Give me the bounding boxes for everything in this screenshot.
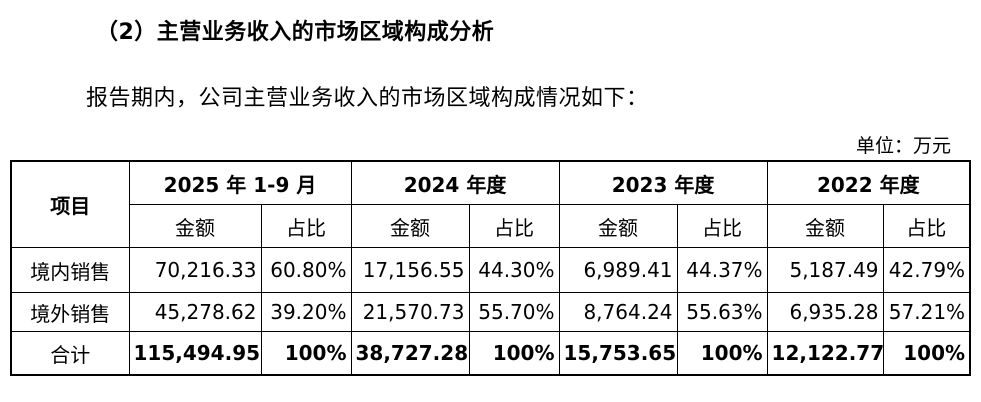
amount-header: 金额	[558, 204, 678, 248]
period-header: 2025 年 1-9 月	[128, 160, 352, 205]
row-label: 境外销售	[10, 292, 130, 332]
intro-paragraph: 报告期内，公司主营业务收入的市场区域构成情况如下：	[86, 86, 649, 111]
table-row: 境内销售 70,216.33 60.80% 17,156.55 44.30% 6…	[10, 247, 972, 293]
header-row-subcolumns: 金额 占比 金额 占比 金额 占比 金额 占比	[11, 204, 972, 248]
amount-cell: 17,156.55	[350, 247, 470, 293]
market-region-table: 项目 2025 年 1-9 月 2024 年度 2023 年度 2022 年度 …	[10, 160, 972, 376]
ratio-cell: 100%	[260, 331, 352, 376]
ratio-cell: 55.63%	[676, 292, 768, 332]
ratio-cell: 39.20%	[260, 292, 352, 332]
amount-cell: 6,989.41	[558, 247, 678, 293]
unit-label: 单位：万元	[855, 135, 951, 157]
ratio-cell: 57.21%	[882, 292, 972, 332]
total-row: 合计 115,494.95 100% 38,727.28 100% 15,753…	[10, 331, 972, 376]
amount-header: 金额	[766, 204, 884, 248]
period-header: 2022 年度	[766, 160, 972, 205]
amount-cell: 6,935.28	[766, 292, 884, 332]
item-header: 项目	[10, 160, 130, 248]
row-label: 境内销售	[10, 247, 130, 293]
amount-cell: 21,570.73	[350, 292, 470, 332]
amount-cell: 12,122.77	[766, 331, 884, 376]
row-label: 合计	[10, 331, 130, 376]
ratio-header: 占比	[882, 204, 972, 248]
ratio-cell: 100%	[468, 331, 560, 376]
ratio-header: 占比	[676, 204, 768, 248]
amount-cell: 38,727.28	[350, 331, 470, 376]
table-row: 境外销售 45,278.62 39.20% 21,570.73 55.70% 8…	[10, 292, 972, 332]
amount-cell: 70,216.33	[128, 247, 262, 293]
ratio-header: 占比	[468, 204, 560, 248]
amount-cell: 45,278.62	[128, 292, 262, 332]
amount-cell: 115,494.95	[128, 331, 262, 376]
ratio-cell: 44.30%	[468, 247, 560, 293]
period-header: 2024 年度	[350, 160, 560, 205]
amount-cell: 15,753.65	[558, 331, 678, 376]
amount-header: 金额	[128, 204, 262, 248]
ratio-header: 占比	[260, 204, 352, 248]
amount-cell: 5,187.49	[766, 247, 884, 293]
section-heading: （2）主营业务收入的市场区域构成分析	[96, 20, 495, 45]
ratio-cell: 60.80%	[260, 247, 352, 293]
ratio-cell: 42.79%	[882, 247, 972, 293]
amount-header: 金额	[350, 204, 470, 248]
ratio-cell: 100%	[882, 331, 972, 376]
header-row-periods: 项目 2025 年 1-9 月 2024 年度 2023 年度 2022 年度	[10, 160, 972, 248]
ratio-cell: 100%	[676, 331, 768, 376]
ratio-cell: 55.70%	[468, 292, 560, 332]
period-header: 2023 年度	[558, 160, 768, 205]
ratio-cell: 44.37%	[676, 247, 768, 293]
amount-cell: 8,764.24	[558, 292, 678, 332]
